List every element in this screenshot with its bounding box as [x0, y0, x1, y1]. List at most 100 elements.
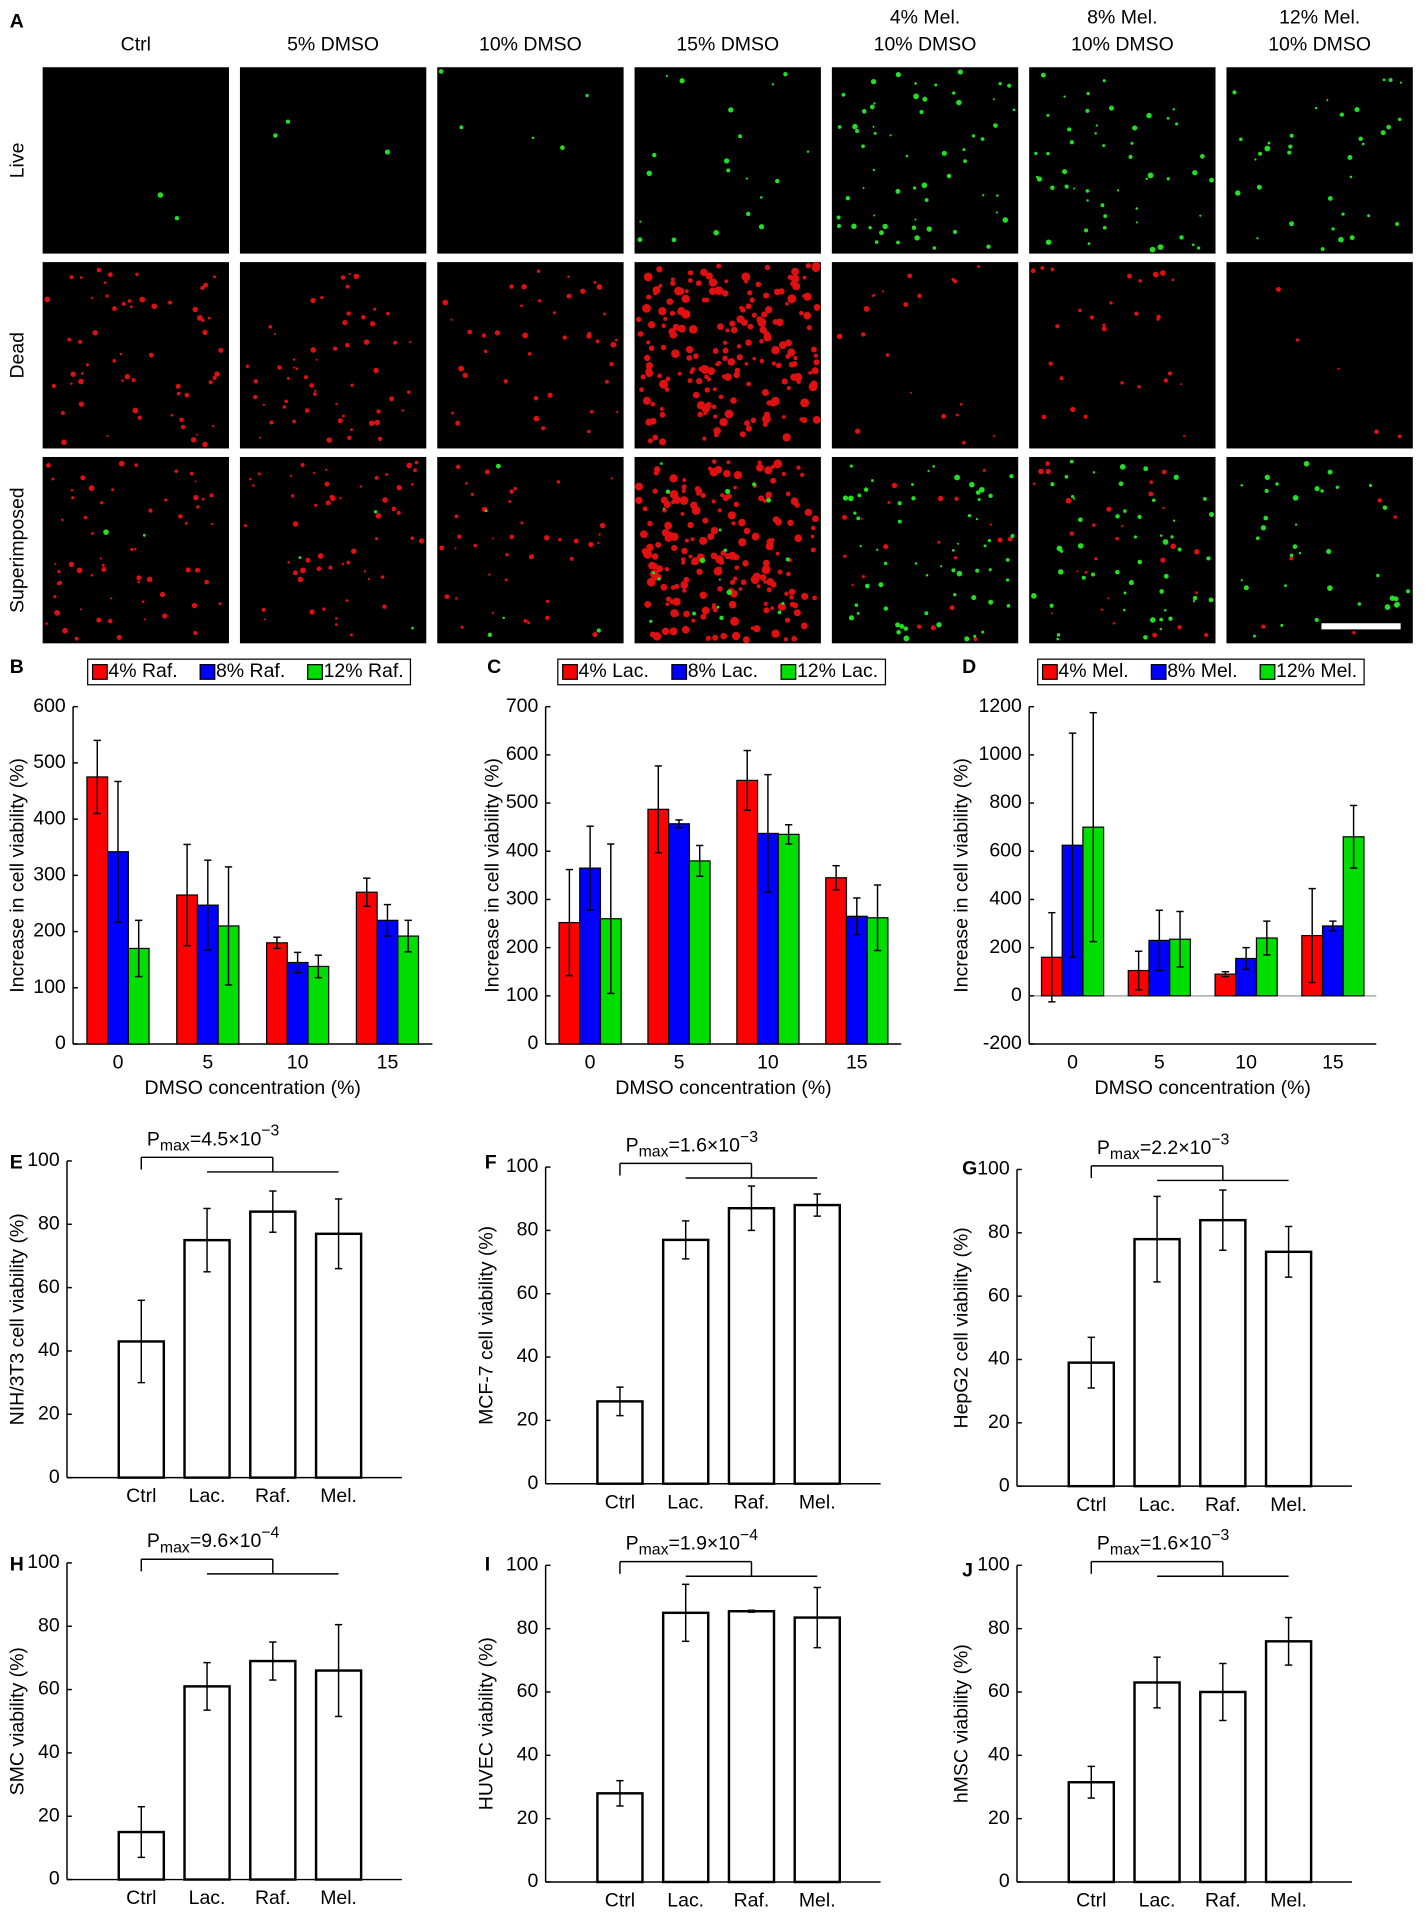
cell-dot — [51, 477, 55, 481]
cell-dot — [1056, 545, 1063, 552]
cell-dot — [1058, 569, 1064, 575]
cell-dot — [706, 377, 712, 382]
bar — [661, 1611, 710, 1884]
micrograph — [1226, 262, 1413, 449]
y-axis-label: MCF-7 cell viability (%) — [475, 1226, 497, 1425]
cell-dot — [645, 362, 654, 370]
cell-dot — [545, 615, 550, 621]
cell-dot — [775, 518, 782, 526]
p-mantissa: =1.6×10 — [1140, 1533, 1212, 1555]
cell-dot — [704, 387, 710, 393]
cell-dot — [810, 380, 818, 388]
cell-dot — [1062, 169, 1068, 175]
y-tick-label: 0 — [49, 1466, 60, 1488]
x-tick-label: Mel. — [799, 1890, 836, 1912]
cell-dot — [725, 328, 730, 333]
cell-dot — [962, 440, 966, 445]
cell-dot — [124, 373, 131, 380]
cell-dot — [644, 600, 652, 608]
cell-dot — [759, 496, 764, 501]
cell-dot — [44, 296, 51, 303]
cell-dot — [669, 474, 678, 483]
cell-dot — [322, 607, 326, 611]
column-label: 5% DMSO — [287, 33, 379, 55]
cell-dot — [389, 396, 395, 402]
cell-dot — [450, 318, 453, 321]
cell-dot — [1179, 235, 1184, 240]
cell-dot — [258, 436, 262, 439]
cell-dot — [801, 592, 809, 600]
cell-dot — [969, 481, 975, 488]
cell-dot — [320, 296, 324, 300]
cell-dot — [107, 618, 113, 624]
cell-dot — [766, 497, 772, 503]
x-tick-label: 10 — [287, 1052, 309, 1074]
cell-dot — [802, 275, 807, 280]
x-axis-label: DMSO concentration (%) — [615, 1077, 831, 1099]
cell-dot — [1166, 117, 1170, 120]
cell-dot — [682, 588, 687, 593]
cell-dot — [257, 472, 261, 476]
cell-dot — [1041, 414, 1047, 420]
cell-dot — [1069, 531, 1075, 536]
cell-dot — [60, 410, 65, 415]
cell-dot — [686, 355, 693, 361]
cell-dot — [837, 125, 842, 129]
cell-dot — [925, 574, 929, 577]
cell-dot — [1073, 497, 1076, 500]
cell-dot — [1175, 122, 1179, 126]
cell-dot — [1260, 525, 1267, 531]
cell-dot — [1050, 612, 1053, 615]
cell-dot — [1161, 469, 1167, 475]
cell-dot — [801, 417, 808, 424]
cell-dot — [696, 568, 703, 575]
cell-dot — [679, 78, 685, 84]
cell-dot — [1120, 381, 1124, 385]
cell-dot — [977, 497, 981, 502]
cell-dot — [1002, 217, 1009, 223]
cell-dot — [726, 460, 731, 465]
cell-dot — [83, 515, 88, 520]
y-tick-label: 20 — [988, 1411, 1010, 1433]
cell-dot — [708, 278, 718, 287]
cell-dot — [481, 333, 486, 338]
cell-dot — [916, 624, 922, 629]
cell-dot — [674, 611, 679, 617]
cell-dot — [54, 562, 57, 565]
cell-dot — [770, 538, 775, 543]
cell-dot — [799, 472, 805, 478]
cell-dot — [845, 195, 851, 201]
cell-dot — [1078, 308, 1082, 313]
bar — [1264, 1640, 1313, 1884]
cell-dot — [992, 434, 995, 437]
bar — [793, 1616, 841, 1884]
cell-dot — [645, 418, 653, 426]
micrograph — [831, 262, 1019, 449]
cell-dot — [771, 83, 775, 86]
cell-dot — [1007, 83, 1012, 88]
bar — [596, 1792, 644, 1884]
cell-dot — [610, 341, 617, 348]
cell-dot — [926, 226, 932, 232]
cell-dot — [863, 487, 869, 492]
cell-dot — [805, 263, 811, 269]
cell-dot — [836, 223, 842, 229]
cell-dot — [1239, 137, 1243, 142]
p-value-annotation: Pmax=1.6×10−3 — [1097, 1527, 1230, 1559]
p-value-annotation: Pmax=4.5×10−3 — [147, 1123, 280, 1155]
cell-dot — [292, 570, 298, 576]
cell-dot — [753, 625, 761, 633]
cell-dot — [1122, 608, 1126, 612]
cell-dot — [1361, 142, 1365, 146]
cell-dot — [736, 344, 742, 349]
cell-dot — [952, 91, 956, 95]
x-tick-label: Lac. — [189, 1887, 226, 1909]
micrograph — [634, 261, 821, 449]
cell-dot — [1045, 461, 1050, 466]
x-tick-label: 5 — [1154, 1052, 1165, 1074]
cell-dot — [911, 496, 916, 501]
cell-dot — [1380, 130, 1386, 136]
cell-dot — [316, 566, 322, 572]
bar — [1264, 1250, 1313, 1488]
cell-dot — [770, 477, 777, 484]
